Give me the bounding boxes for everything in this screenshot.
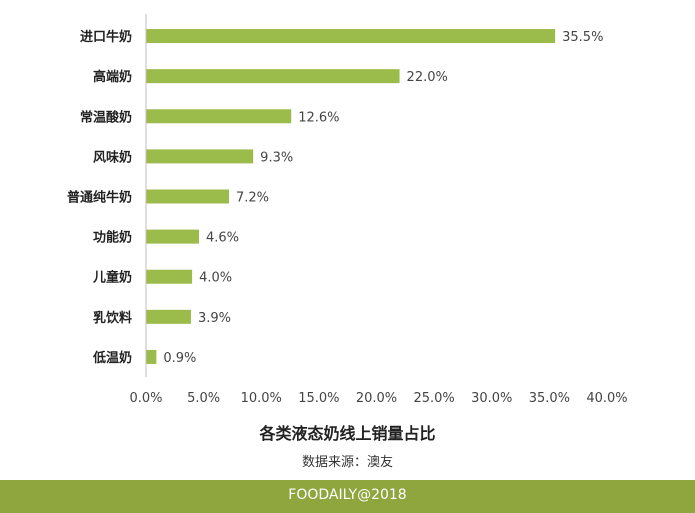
value-label-1: 22.0% <box>407 70 448 85</box>
category-label-5: 功能奶 <box>93 230 132 246</box>
bar-chart: 进口牛奶 35.5% 高端奶 22.0% 常温酸奶 12.6% 风味奶 9.3% 普通纯牛奶 7.… <box>67 14 628 406</box>
bar-4 <box>146 189 229 204</box>
category-label-8: 低温奶 <box>92 350 132 366</box>
category-label-1: 高端奶 <box>93 69 132 85</box>
category-label-4: 普通纯牛奶 <box>67 190 132 206</box>
x-tick-label-0: 0.0% <box>129 391 162 406</box>
value-label-0: 35.5% <box>562 30 603 45</box>
value-label-6: 4.0% <box>199 271 232 286</box>
x-tick-label-2: 10.0% <box>241 391 282 406</box>
bar-6 <box>146 269 193 284</box>
x-axis-ticks: 0.0% 5.0% 10.0% 15.0% 20.0% 25.0% 30.0% 35.0% 40… <box>129 391 627 406</box>
category-label-7: 乳饮料 <box>93 310 132 326</box>
bar-7 <box>146 309 191 324</box>
value-label-5: 4.6% <box>206 231 239 246</box>
data-source-note: 数据来源：澳友 <box>301 455 393 470</box>
value-label-8: 0.9% <box>163 351 196 366</box>
x-tick-label-8: 40.0% <box>586 391 627 406</box>
category-label-6: 儿童奶 <box>92 270 132 286</box>
x-tick-label-7: 35.0% <box>529 391 570 406</box>
value-label-3: 9.3% <box>260 150 293 165</box>
value-label-2: 12.6% <box>298 110 339 125</box>
x-tick-label-6: 30.0% <box>471 391 512 406</box>
bar-3 <box>146 149 254 164</box>
bar-8 <box>146 349 157 364</box>
category-label-2: 常温酸奶 <box>80 109 132 125</box>
value-label-4: 7.2% <box>236 191 269 206</box>
category-label-0: 进口牛奶 <box>80 29 132 45</box>
bar-2 <box>146 109 292 124</box>
x-tick-label-3: 15.0% <box>298 391 339 406</box>
x-tick-label-4: 20.0% <box>356 391 397 406</box>
bars-layer: 进口牛奶 35.5% 高端奶 22.0% 常温酸奶 12.6% 风味奶 9.3% 普通纯牛奶 7.… <box>67 29 603 366</box>
footer-banner: FOODAILY@2018 <box>0 480 695 513</box>
x-tick-label-1: 5.0% <box>187 391 220 406</box>
chart-title: 各类液态奶线上销量占比 <box>259 424 436 443</box>
bar-0 <box>146 29 556 44</box>
footer-brand-text: FOODAILY@2018 <box>288 487 407 503</box>
bar-5 <box>146 229 200 244</box>
category-label-3: 风味奶 <box>93 149 132 165</box>
value-label-7: 3.9% <box>198 311 231 326</box>
x-tick-label-5: 25.0% <box>413 391 454 406</box>
bar-1 <box>146 69 400 84</box>
